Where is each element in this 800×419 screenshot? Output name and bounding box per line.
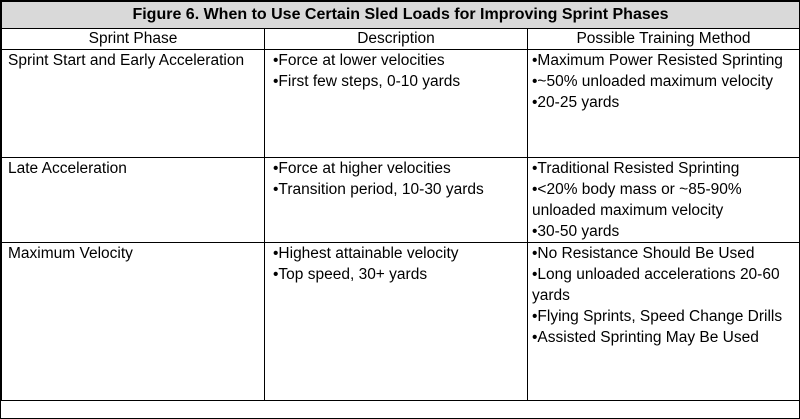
list-item: •Traditional Resisted Sprinting	[532, 160, 740, 177]
list-item: •<20% body mass or ~85-90% unloaded maxi…	[532, 181, 742, 219]
list-item: •Assisted Sprinting May Be Used	[532, 329, 759, 346]
list-item: •Force at lower velocities	[273, 52, 445, 69]
table-row: Late Acceleration •Force at higher veloc…	[1, 157, 800, 243]
phase-cell: Maximum Velocity	[1, 242, 265, 401]
description-cell: •Highest attainable velocity •Top speed,…	[264, 242, 528, 401]
header-description: Description	[264, 28, 528, 50]
description-cell: •Force at higher velocities •Transition …	[264, 157, 528, 243]
description-cell: •Force at lower velocities •First few st…	[264, 49, 528, 158]
table-row: Maximum Velocity •Highest attainable vel…	[1, 242, 800, 401]
list-item: •No Resistance Should Be Used	[532, 245, 755, 262]
list-item: •First few steps, 0-10 yards	[273, 73, 461, 90]
method-cell: •No Resistance Should Be Used •Long unlo…	[527, 242, 800, 401]
list-item: •~50% unloaded maximum velocity	[532, 73, 774, 90]
method-cell: •Maximum Power Resisted Sprinting •~50% …	[527, 49, 800, 158]
header-row: Sprint Phase Description Possible Traini…	[1, 28, 800, 50]
table-row: Sprint Start and Early Acceleration •For…	[1, 49, 800, 158]
header-sprint-phase: Sprint Phase	[1, 28, 265, 50]
phase-cell: Late Acceleration	[1, 157, 265, 243]
method-cell: •Traditional Resisted Sprinting •<20% bo…	[527, 157, 800, 243]
list-item: •Force at higher velocities	[273, 160, 451, 177]
phase-cell: Sprint Start and Early Acceleration	[1, 49, 265, 158]
list-item: •Long unloaded accelerations 20-60 yards	[532, 266, 780, 304]
list-item: •Highest attainable velocity	[273, 245, 459, 262]
table-title: Figure 6. When to Use Certain Sled Loads…	[1, 1, 800, 29]
list-item: •20-25 yards	[532, 94, 620, 111]
header-training-method: Possible Training Method	[527, 28, 800, 50]
list-item: •Top speed, 30+ yards	[273, 266, 428, 283]
sled-loads-table: Figure 6. When to Use Certain Sled Loads…	[1, 1, 800, 401]
title-row: Figure 6. When to Use Certain Sled Loads…	[1, 1, 800, 29]
list-item: •Flying Sprints, Speed Change Drills	[532, 308, 783, 325]
list-item: •Maximum Power Resisted Sprinting	[532, 52, 783, 69]
list-item: •Transition period, 10-30 yards	[273, 181, 484, 198]
list-item: •30-50 yards	[532, 223, 620, 240]
